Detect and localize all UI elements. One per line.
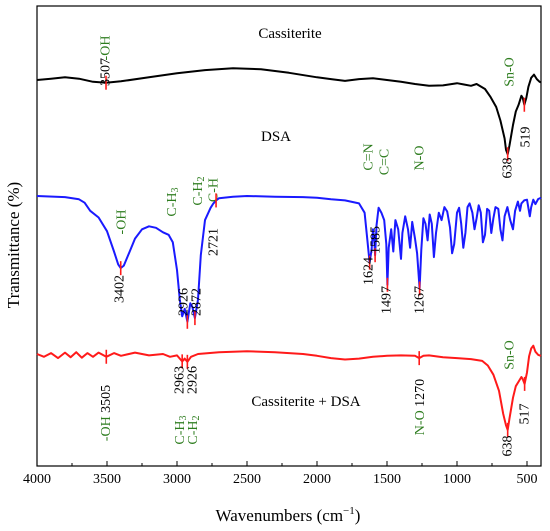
- series-line-0: [36, 67, 542, 156]
- label-mix-638: 638: [501, 436, 516, 457]
- label-dsa-oh: -OH: [115, 210, 130, 235]
- label-mix-517: 517: [518, 404, 533, 425]
- label-dsa-cn: C=N: [362, 143, 377, 170]
- label-dsa-ch2: C-H2: [191, 176, 207, 205]
- series-line-2: [36, 344, 542, 431]
- x-axis-title: Wavenumbers (cm−1): [216, 505, 361, 525]
- series-layer: [36, 67, 542, 431]
- label-cas-oh: -OH: [99, 36, 114, 61]
- label-cas-3507: 3507: [99, 58, 114, 86]
- x-tick-label: 2500: [233, 472, 261, 487]
- curve-title-dsa: DSA: [261, 129, 291, 145]
- label-mix-no-1270: N-O 1270: [413, 379, 428, 435]
- label-dsa-cc: C=C: [378, 149, 393, 176]
- label-mix-2963: 2963: [173, 366, 188, 394]
- x-tick-label: 4000: [23, 472, 51, 487]
- label-mix-ch3: C-H3: [173, 415, 189, 444]
- y-axis-title: Transmittance (%): [4, 182, 23, 308]
- label-dsa-2926: 2926: [177, 288, 192, 316]
- plot-frame: 4000 3500 3000 2500 2000 1500 1000 500: [23, 5, 542, 487]
- label-dsa-1267: 1267: [413, 286, 428, 314]
- label-dsa-3402: 3402: [113, 275, 128, 303]
- curve-title-cassiterite: Cassiterite: [258, 26, 322, 42]
- label-dsa-ch3: C-H3: [165, 187, 181, 216]
- label-cas-638: 638: [501, 158, 516, 179]
- curve-title-cassiterite-dsa: Cassiterite + DSA: [251, 394, 360, 410]
- label-cas-519: 519: [519, 127, 534, 148]
- label-dsa-1585: 1585: [369, 226, 384, 254]
- plot-border: [36, 5, 542, 467]
- label-dsa-2721: 2721: [207, 228, 222, 256]
- label-mix-ch2: C-H2: [186, 415, 202, 444]
- label-dsa-ch: C-H: [207, 178, 222, 202]
- label-dsa-no: N-O: [413, 146, 428, 171]
- x-tick-label: 3000: [163, 472, 191, 487]
- x-tick-label: 500: [517, 472, 538, 487]
- series-line-1: [36, 195, 542, 323]
- x-tick-label: 1000: [443, 472, 471, 487]
- x-tick-label: 2000: [303, 472, 331, 487]
- label-mix-sno: Sn-O: [503, 340, 518, 370]
- x-axis-title-sup: −1: [343, 505, 355, 517]
- x-tick-label: 1500: [373, 472, 401, 487]
- label-dsa-1624: 1624: [362, 257, 377, 285]
- x-tick-label: 3500: [93, 472, 121, 487]
- label-cas-sno: Sn-O: [503, 57, 518, 87]
- x-axis-title-close: ): [355, 506, 361, 525]
- x-axis-title-main: Wavenumbers (cm: [216, 506, 344, 525]
- label-dsa-2872: 2872: [190, 288, 205, 316]
- label-mix-oh-3505: -OH 3505: [99, 385, 114, 441]
- label-mix-2926: 2926: [186, 366, 201, 394]
- label-dsa-1497: 1497: [380, 286, 395, 314]
